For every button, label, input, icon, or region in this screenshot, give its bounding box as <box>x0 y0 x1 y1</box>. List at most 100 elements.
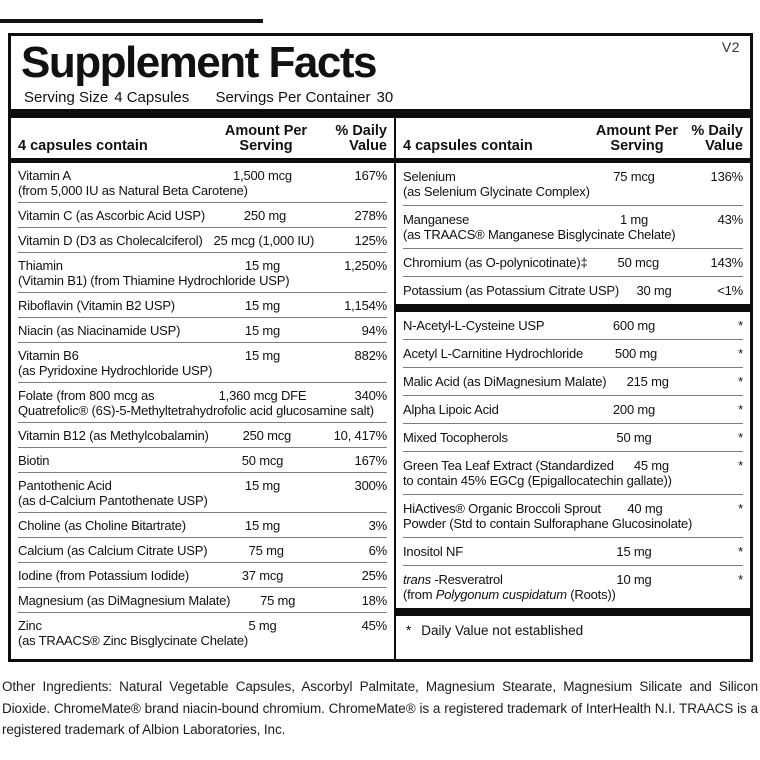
nutrient-row: Magnesium (as DiMagnesium Malate) 75 mg 18… <box>18 587 387 612</box>
nutrient-detail: (from 5,000 IU as Natural Beta Carotene) <box>18 183 248 198</box>
nutrient-dv: 143% <box>710 255 744 270</box>
nutrient-dv: * <box>738 346 743 361</box>
nutrient-name: Chromium (as O-polynicotinate)‡ <box>403 255 588 270</box>
nutrient-amount: 500 mg <box>614 346 658 361</box>
column-header-bar <box>11 158 394 163</box>
nutrient-row: Calcium (as Calcium Citrate USP) 75 mg 6% <box>18 537 387 562</box>
nutrient-amount: 15 mg <box>244 298 281 313</box>
nutrient-dv: * <box>738 430 743 445</box>
nutrient-row: Niacin (as Niacinamide USP) 15 mg 94% <box>18 317 387 342</box>
nutrient-line: Thiamin 15 mg 1,250% <box>18 258 387 273</box>
contain-header: 4 capsules contain <box>403 138 533 154</box>
nutrient-amount: 250 mg <box>243 208 287 223</box>
nutrient-detail: (from Polygonum cuspidatum (Roots)) <box>403 587 616 602</box>
nutrient-row: Thiamin 15 mg 1,250% (Vitamin B1) (from Thi… <box>18 252 387 292</box>
nutrient-line: Calcium (as Calcium Citrate USP) 75 mg 6% <box>18 543 387 558</box>
daily-value-header: % Daily Value <box>335 123 387 154</box>
nutrient-name: Malic Acid (as DiMagnesium Malate) <box>403 374 607 389</box>
nutrient-amount: 30 mg <box>636 283 672 298</box>
nutrient-name: Vitamin A <box>18 168 71 183</box>
nutrient-name: Vitamin C (as Ascorbic Acid USP) <box>18 208 205 223</box>
nutrient-amount: 1,500 mcg <box>233 168 292 183</box>
nutrient-detail: (as Selenium Glycinate Complex) <box>403 184 590 199</box>
nutrient-dv: 18% <box>361 593 388 608</box>
daily-value-header: % Daily Value <box>691 123 743 154</box>
nutrient-name: Mixed Tocopherols <box>403 430 508 445</box>
nutrient-amount: 215 mg <box>626 374 669 389</box>
nutrient-name: Calcium (as Calcium Citrate USP) <box>18 543 208 558</box>
nutrient-line: Mixed Tocopherols 50 mg * <box>403 430 743 445</box>
nutrient-line: Chromium (as O-polynicotinate)‡ 50 mcg 143… <box>403 255 743 270</box>
nutrient-name: HiActives® Organic Broccoli Sprout <box>403 501 601 516</box>
nutrient-dv: <1% <box>717 283 743 298</box>
nutrient-amount: 15 mg <box>244 258 281 273</box>
nutrient-amount: 75 mg <box>248 543 284 558</box>
daily-value-footnote: * Daily Value not established <box>403 616 743 644</box>
nutrient-dv: * <box>738 402 743 417</box>
nutrient-name: Vitamin D (D3 as Cholecalciferol) <box>18 233 203 248</box>
nutrient-amount: 1 mg <box>619 212 649 227</box>
nutrient-name: Biotin <box>18 453 50 468</box>
nutrient-detail: Quatrefolic® (6S)-5-Methyltetrahydrofoli… <box>18 403 374 418</box>
nutrient-dv: * <box>738 544 743 559</box>
nutrient-detail: (as TRAACS® Manganese Bisglycinate Chela… <box>403 227 676 242</box>
nutrient-amount: 45 mg <box>633 458 669 473</box>
nutrient-amount: 37 mcg <box>241 568 284 583</box>
nutrient-row: trans -Resveratrol 10 mg * (from Polygonum … <box>403 565 743 608</box>
nutrient-row: Inositol NF 15 mg * <box>403 537 743 565</box>
nutrient-row: Biotin 50 mcg 167% <box>18 447 387 472</box>
header-divider-bar <box>11 109 750 118</box>
nutrient-dv: 136% <box>710 169 744 184</box>
nutrient-amount: 15 mg <box>244 323 281 338</box>
nutrient-line: Vitamin B12 (as Methylcobalamin) 250 mcg 1… <box>18 428 387 443</box>
nutrient-name: Thiamin <box>18 258 63 273</box>
nutrient-line: N-Acetyl-L-Cysteine USP 600 mg * <box>403 318 743 333</box>
serving-size: Serving Size 4 Capsules <box>24 89 190 106</box>
nutrient-line: Folate (from 800 mcg as 1,360 mcg DFE 340% <box>18 388 387 403</box>
nutrient-line: Zinc 5 mg 45% <box>18 618 387 633</box>
nutrient-row: Chromium (as O-polynicotinate)‡ 50 mcg 143… <box>403 248 743 276</box>
column-divider <box>394 118 396 659</box>
nutrient-dv: 340% <box>354 388 388 403</box>
columns-container: 4 capsules contain Amount Per Serving % … <box>11 118 750 659</box>
nutrient-name: Folate (from 800 mcg as <box>18 388 155 403</box>
nutrient-line: Choline (as Choline Bitartrate) 15 mg 3% <box>18 518 387 533</box>
nutrient-amount: 15 mg <box>244 348 281 363</box>
nutrient-dv: 10, 417% <box>333 428 388 443</box>
nutrient-line: Magnesium (as DiMagnesium Malate) 75 mg 18… <box>18 593 387 608</box>
nutrient-section: Vitamin A 1,500 mcg 167% (from 5,000 IU as … <box>11 163 394 652</box>
nutrient-amount: 1,360 mcg DFE <box>218 388 307 403</box>
nutrient-line: Malic Acid (as DiMagnesium Malate) 215 mg… <box>403 374 743 389</box>
left-column-header: 4 capsules contain Amount Per Serving % … <box>18 118 387 158</box>
nutrient-amount: 25 mcg (1,000 IU) <box>213 233 315 248</box>
nutrient-amount: 50 mcg <box>617 255 660 270</box>
nutrient-dv: 167% <box>354 453 388 468</box>
nutrient-dv: 3% <box>368 518 388 533</box>
nutrient-row: N-Acetyl-L-Cysteine USP 600 mg * <box>403 312 743 339</box>
nutrient-amount: 200 mg <box>612 402 656 417</box>
nutrient-amount: 5 mg <box>248 618 277 633</box>
top-edge-line <box>0 19 263 23</box>
nutrient-dv: 6% <box>368 543 388 558</box>
nutrient-amount: 50 mcg <box>241 453 284 468</box>
nutrient-dv: 882% <box>354 348 388 363</box>
nutrient-amount: 10 mg <box>616 572 652 587</box>
supplement-facts-panel: V2 Supplement Facts Serving Size 4 Capsul… <box>8 33 753 662</box>
nutrient-line: Acetyl L-Carnitine Hydrochloride 500 mg * <box>403 346 743 361</box>
nutrient-line: Pantothenic Acid 15 mg 300% <box>18 478 387 493</box>
nutrient-row: HiActives® Organic Broccoli Sprout 40 mg *… <box>403 494 743 537</box>
nutrient-detail: (as Pyridoxine Hydrochloride USP) <box>18 363 213 378</box>
nutrient-dv: 1,154% <box>344 298 387 313</box>
nutrient-dv: * <box>738 458 743 473</box>
nutrient-row: Acetyl L-Carnitine Hydrochloride 500 mg * <box>403 339 743 367</box>
serving-info: Serving Size 4 Capsules Servings Per Cont… <box>24 89 415 106</box>
nutrient-line: Green Tea Leaf Extract (Standardized 45 m… <box>403 458 743 473</box>
nutrient-line: Alpha Lipoic Acid 200 mg * <box>403 402 743 417</box>
nutrient-detail: (as d-Calcium Pantothenate USP) <box>18 493 208 508</box>
nutrient-name: Manganese <box>403 212 470 227</box>
nutrient-row: Riboflavin (Vitamin B2 USP) 15 mg 1,154% <box>18 292 387 317</box>
nutrient-row: Vitamin D (D3 as Cholecalciferol) 25 mcg … <box>18 227 387 252</box>
nutrient-row: Choline (as Choline Bitartrate) 15 mg 3% <box>18 512 387 537</box>
nutrient-row: Folate (from 800 mcg as 1,360 mcg DFE 340%… <box>18 382 387 422</box>
nutrient-row: Vitamin B6 15 mg 882% (as Pyridoxine Hydroc… <box>18 342 387 382</box>
